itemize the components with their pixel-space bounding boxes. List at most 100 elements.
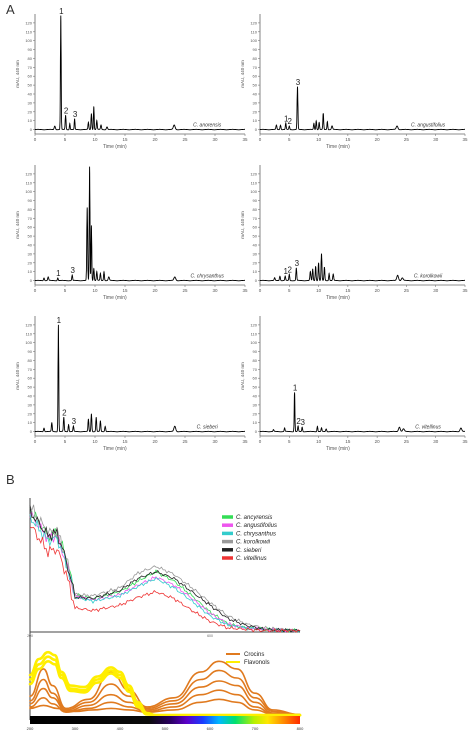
peak-point	[321, 253, 322, 255]
peak-point	[279, 275, 281, 277]
y-tick-label: 90	[28, 349, 33, 354]
peak-point	[460, 427, 462, 429]
y-tick-label: 50	[28, 385, 33, 390]
peak-point	[51, 422, 53, 423]
y-tick-label: 60	[28, 376, 33, 381]
peak-label: 2	[64, 106, 69, 115]
y-tick-label: 50	[28, 83, 33, 88]
peak-point	[58, 324, 59, 326]
x-axis-label: Time (min)	[103, 295, 127, 301]
x-tick-label: 0	[34, 288, 37, 293]
peak-label: 3	[296, 78, 301, 87]
legend-label: C. vitellinus	[236, 556, 267, 562]
peak-point	[318, 122, 320, 123]
peak-point	[331, 125, 333, 127]
x-tick-label: 10	[92, 439, 98, 444]
peak-point	[54, 125, 56, 127]
peak-point	[285, 123, 287, 124]
x-tick-label: 15	[122, 439, 128, 444]
x-tick-label: 0	[34, 439, 37, 444]
y-tick-label: 100	[250, 189, 257, 194]
legend-label: C. angustifolius	[236, 523, 277, 529]
peak-point	[93, 106, 95, 107]
x-tick-label: 10	[92, 137, 98, 142]
chromatogram-4: 0 10 20 30 40 50 60 70 80 90 100 110 120 0 5 10 15 20 25 30…	[240, 165, 468, 301]
y-tick-label: 80	[253, 358, 258, 363]
peak-point	[310, 271, 311, 272]
peak-point	[297, 425, 299, 427]
peak-point	[88, 122, 89, 123]
peak-point	[315, 266, 316, 267]
peak-label: 2	[288, 117, 293, 126]
legend-label: Crocins	[244, 652, 264, 658]
y-tick-label: 120	[25, 322, 32, 327]
x-tick-label: 5	[64, 439, 67, 444]
peak-point	[74, 118, 75, 120]
x-tick-label: 30	[212, 439, 218, 444]
x-axis-label: Time (min)	[103, 144, 127, 150]
peak-point	[103, 271, 105, 272]
x-tick-label: 700	[252, 726, 259, 731]
chromatogram-1: 0 10 20 30 40 50 60 70 80 90 100 110 120 0 5 10 15 20 25 30…	[15, 7, 248, 150]
peak-label: 2	[62, 408, 67, 417]
y-tick-label: 20	[253, 109, 258, 114]
y-tick-label: 20	[253, 411, 258, 416]
y-tick-label: 100	[25, 340, 32, 345]
x-tick-label: 20	[152, 288, 158, 293]
peak-point	[91, 413, 92, 415]
y-tick-label: 10	[253, 269, 258, 274]
y-tick-label: 40	[28, 243, 33, 248]
x-tick-label: 25	[404, 439, 410, 444]
x-tick-label: 300	[72, 726, 79, 731]
y-tick-label: 100	[250, 38, 257, 43]
peak-point	[108, 276, 110, 278]
legend-label: C. chrysanthus	[236, 531, 276, 537]
x-tick-label: 15	[345, 137, 351, 142]
peak-point	[100, 420, 101, 422]
y-tick-label: 80	[253, 56, 258, 61]
y-axis-label: mAU, 440 nm	[15, 60, 20, 88]
y-tick-label: 90	[253, 198, 258, 203]
peak-point	[402, 277, 403, 279]
y-axis-label: mAU, 440 nm	[240, 60, 245, 88]
y-tick-label: 70	[28, 65, 33, 70]
peak-point	[174, 276, 176, 278]
x-tick-label: 200	[27, 634, 33, 638]
y-tick-label: 110	[251, 331, 258, 336]
peak-point	[95, 417, 97, 418]
upper-spectrum-line	[29, 504, 301, 633]
upper-spectrum-line	[29, 505, 301, 633]
peak-point	[288, 125, 290, 127]
peak-point	[86, 207, 88, 208]
x-tick-label: 35	[462, 439, 468, 444]
species-label: C. angustifolius	[411, 123, 446, 129]
peak-point	[301, 426, 303, 428]
species-label: C. korolkowii	[414, 274, 443, 280]
peak-label: 1	[283, 267, 288, 276]
y-tick-label: 30	[253, 251, 258, 256]
peak-point	[274, 277, 275, 279]
peak-point	[332, 274, 334, 275]
peak-point	[91, 113, 92, 114]
chromatogram-trace	[259, 86, 465, 131]
y-tick-label: 40	[28, 394, 33, 399]
y-tick-label: 40	[253, 394, 258, 399]
y-tick-label: 100	[25, 189, 32, 194]
chromatogram-5: 0 10 20 30 40 50 60 70 80 90 100 110 120 0 5 10 15 20 25 30…	[15, 316, 248, 452]
y-tick-label: 70	[253, 367, 258, 372]
x-tick-label: 30	[433, 439, 439, 444]
chromatogram-2: 0 10 20 30 40 50 60 70 80 90 100 110 120 0 5 10 15 20 25 30…	[240, 14, 468, 150]
chromatogram-trace	[259, 253, 465, 282]
y-axis-label: mAU, 440 nm	[240, 362, 245, 390]
y-tick-label: 0	[255, 278, 258, 283]
peak-point	[315, 120, 317, 121]
y-tick-label: 50	[253, 234, 258, 239]
x-tick-label: 10	[316, 439, 322, 444]
peak-point	[43, 427, 45, 429]
x-tick-label: 15	[122, 137, 128, 142]
y-tick-label: 70	[28, 216, 33, 221]
x-tick-label: 30	[212, 288, 218, 293]
peak-point	[296, 267, 297, 269]
